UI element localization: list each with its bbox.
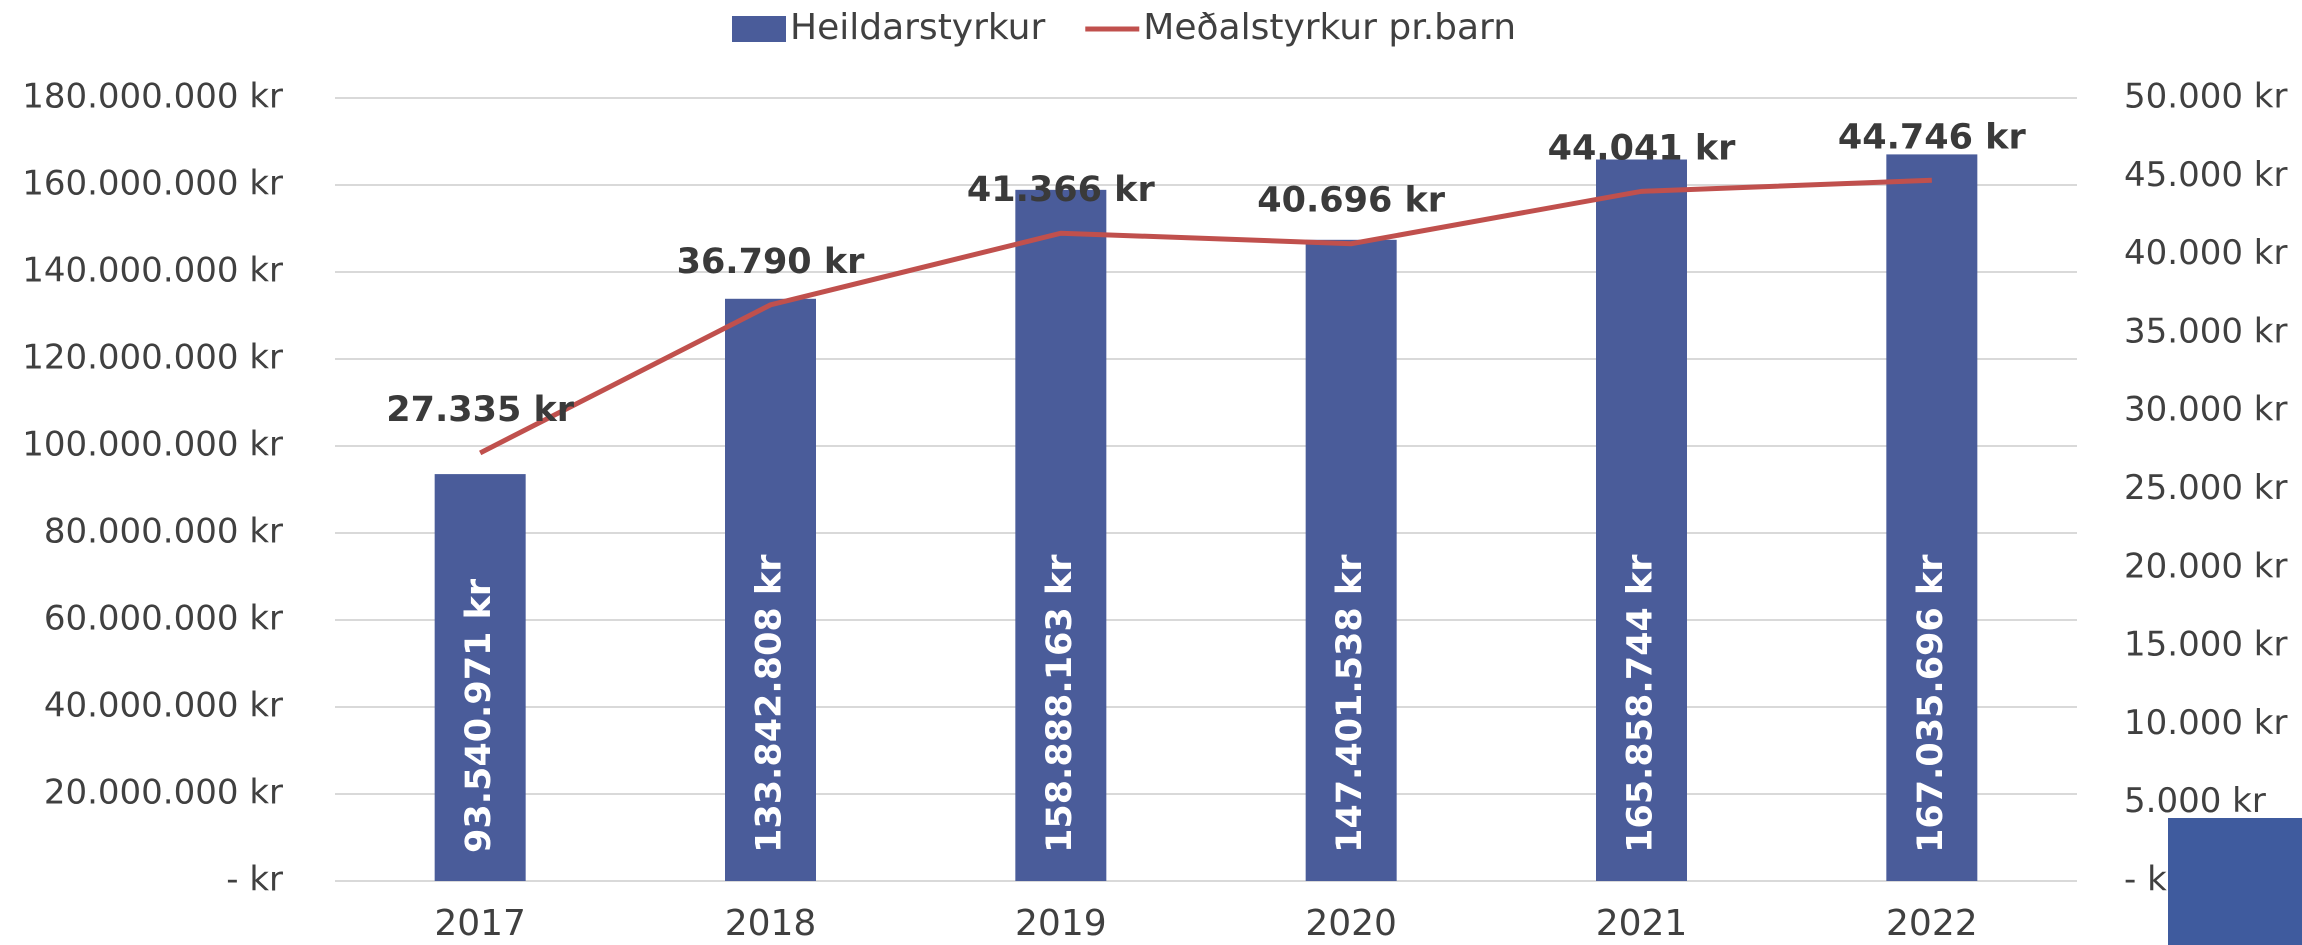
legend-label: Heildarstyrkur	[790, 7, 1045, 48]
y-tick-label: 40.000.000 kr	[44, 686, 283, 726]
y-tick-label: 80.000.000 kr	[44, 512, 283, 552]
bar-value-label: 165.858.744 kr	[1621, 554, 1661, 853]
x-tick-label: 2019	[1015, 903, 1107, 944]
bar	[1596, 159, 1687, 881]
y2-tick-label: 35.000 kr	[2124, 311, 2287, 351]
bar	[1305, 239, 1397, 881]
legend-label: Meðalstyrkur pr.barn	[1143, 7, 1516, 48]
y-tick-label: 140.000.000 kr	[22, 251, 283, 291]
y-tick-label: - kr	[226, 860, 283, 900]
bar-value-label: 133.842.808 kr	[750, 554, 790, 853]
bar-value-label: 158.888.163 kr	[1040, 554, 1080, 853]
logo	[2168, 818, 2302, 945]
bar	[725, 298, 816, 881]
legend-swatch	[732, 16, 786, 42]
x-tick-label: 2022	[1886, 903, 1978, 944]
y-tick-label: 100.000.000 kr	[22, 425, 283, 465]
line-value-label: 27.335 kr	[386, 390, 575, 430]
bar	[1015, 189, 1107, 881]
line	[479, 177, 1932, 456]
line-value-label: 41.366 kr	[967, 170, 1156, 210]
x-tick-label: 2021	[1596, 903, 1688, 944]
y2-tick-label: 25.000 kr	[2124, 468, 2287, 508]
bar-value-label: 147.401.538 kr	[1330, 554, 1370, 853]
line-value-label: 44.041 kr	[1548, 128, 1737, 168]
line-value-label: 44.746 kr	[1838, 117, 2027, 157]
y-tick-label: 20.000.000 kr	[44, 773, 283, 813]
y2-tick-label: 10.000 kr	[2124, 703, 2287, 743]
x-tick-label: 2018	[725, 903, 817, 944]
bar	[434, 474, 526, 881]
y-tick-label: 60.000.000 kr	[44, 599, 283, 639]
bar-value-label: 93.540.971 kr	[459, 578, 499, 853]
line-value-label: 36.790 kr	[677, 242, 866, 282]
line-value-label: 40.696 kr	[1257, 181, 1446, 221]
y2-tick-label: 5.000 kr	[2124, 781, 2266, 821]
y2-tick-label: 40.000 kr	[2124, 233, 2287, 273]
y-tick-label: 120.000.000 kr	[22, 338, 283, 378]
bar	[1886, 154, 1978, 882]
x-tick-label: 2020	[1305, 903, 1397, 944]
y2-tick-label: 15.000 kr	[2124, 625, 2287, 665]
y-tick-label: 180.000.000 kr	[22, 77, 283, 117]
y-tick-label: 160.000.000 kr	[22, 164, 283, 204]
y2-tick-label: 50.000 kr	[2124, 77, 2287, 117]
y2-tick-label: 45.000 kr	[2124, 155, 2287, 195]
x-tick-label: 2017	[434, 903, 526, 944]
y2-tick-label: 20.000 kr	[2124, 546, 2287, 586]
bar-value-label: 167.035.696 kr	[1911, 554, 1951, 853]
y2-tick-label: 30.000 kr	[2124, 390, 2287, 430]
